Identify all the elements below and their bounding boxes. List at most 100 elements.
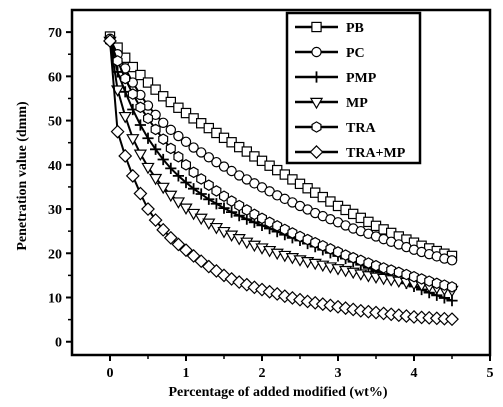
data-point	[264, 216, 275, 229]
data-point	[224, 271, 239, 286]
data-point	[446, 281, 458, 293]
data-point	[279, 223, 290, 236]
y-tick-label: 10	[48, 292, 62, 307]
legend-item: PC	[295, 46, 365, 61]
data-point	[173, 151, 184, 163]
data-point	[133, 149, 148, 162]
data-point	[247, 280, 262, 295]
data-point	[165, 124, 176, 136]
legend-label: PC	[346, 46, 365, 61]
data-point	[150, 123, 161, 136]
data-point	[163, 230, 178, 245]
data-point	[165, 162, 177, 174]
data-point	[302, 233, 313, 246]
data-point	[173, 102, 184, 113]
data-point	[317, 239, 328, 252]
data-point	[148, 213, 163, 228]
data-point	[241, 204, 252, 216]
data-point	[157, 117, 169, 128]
data-point	[150, 143, 162, 155]
legend-label: MP	[346, 96, 368, 111]
data-point	[203, 152, 214, 163]
legend-item: PB	[295, 21, 364, 36]
series-pc	[104, 33, 458, 266]
data-point	[126, 134, 140, 146]
data-point	[446, 255, 458, 266]
data-point	[173, 130, 184, 142]
data-point	[141, 162, 155, 175]
data-point	[112, 55, 123, 67]
data-point	[118, 111, 132, 124]
legend-item: TRA	[295, 121, 376, 136]
x-tick-label: 5	[487, 366, 494, 381]
data-point	[110, 124, 125, 139]
data-point	[277, 289, 292, 304]
data-point	[332, 246, 344, 258]
y-tick-label: 0	[55, 336, 62, 351]
data-point	[195, 188, 207, 200]
data-point	[180, 176, 192, 189]
legend-item: MP	[295, 96, 368, 111]
data-point	[195, 147, 207, 158]
x-tick-label: 4	[411, 366, 418, 381]
data-point	[172, 170, 184, 182]
y-tick-label: 70	[48, 26, 62, 41]
data-point	[142, 132, 154, 144]
data-point	[203, 193, 215, 205]
data-point	[294, 230, 306, 243]
legend-label: PB	[346, 21, 364, 36]
data-point	[164, 190, 178, 203]
data-point	[445, 312, 459, 327]
legend-marker	[311, 21, 322, 33]
data-point	[180, 107, 192, 119]
data-point	[188, 183, 200, 195]
data-point	[256, 212, 268, 225]
data-point	[156, 222, 171, 237]
data-point	[188, 166, 199, 179]
y-axis-title: Penetration value (dmm)	[15, 101, 30, 251]
legend-item: PMP	[295, 71, 377, 86]
legend-label: TRA+MP	[346, 146, 406, 161]
data-point	[127, 88, 138, 100]
data-point	[285, 290, 300, 305]
data-point	[156, 182, 170, 195]
data-point	[363, 257, 374, 269]
data-point	[125, 168, 140, 183]
data-point	[180, 136, 192, 148]
data-point	[408, 270, 420, 283]
data-point	[135, 69, 146, 81]
data-point	[431, 277, 442, 290]
data-point	[135, 101, 146, 114]
data-point	[218, 190, 230, 203]
data-point	[370, 259, 382, 272]
data-point	[171, 197, 186, 209]
data-point	[217, 268, 231, 283]
data-point	[249, 208, 260, 221]
y-tick-label: 30	[48, 203, 62, 218]
data-point	[171, 237, 186, 252]
data-point	[196, 173, 207, 185]
y-tick-label: 40	[48, 159, 62, 174]
data-point	[142, 112, 154, 125]
data-point	[165, 142, 176, 155]
legend-marker	[309, 97, 324, 110]
data-point	[211, 156, 222, 168]
x-tick-label: 0	[107, 366, 114, 381]
data-point	[188, 142, 199, 153]
data-point	[141, 202, 155, 216]
y-tick-label: 20	[48, 247, 62, 262]
data-point	[416, 273, 427, 285]
data-point	[150, 84, 161, 95]
data-point	[226, 195, 237, 207]
data-point	[210, 198, 222, 210]
x-tick-label: 2	[259, 366, 266, 381]
legend-box	[285, 11, 422, 165]
data-point	[233, 210, 245, 222]
legend-marker	[311, 121, 322, 133]
y-tick-label: 60	[48, 70, 62, 85]
data-point	[340, 249, 351, 261]
y-tick-label: 50	[48, 115, 62, 130]
legend-marker	[311, 46, 322, 58]
